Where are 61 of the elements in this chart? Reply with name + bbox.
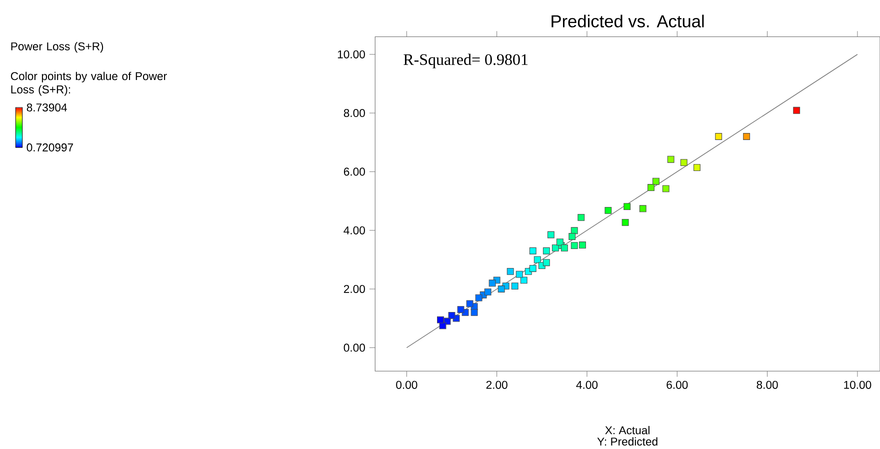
point <box>715 133 722 140</box>
color-bar-label: 8.73904 <box>26 103 67 112</box>
point <box>448 312 456 319</box>
point <box>529 264 536 272</box>
point <box>542 247 550 254</box>
point <box>457 306 464 313</box>
x-tick-label: 10.00 <box>844 380 872 389</box>
point <box>652 178 660 185</box>
point <box>498 286 505 292</box>
point <box>604 206 612 214</box>
point <box>667 156 674 163</box>
point <box>437 316 444 324</box>
point <box>466 300 474 308</box>
text: Power Loss (S+R) <box>11 42 104 53</box>
point <box>639 205 646 212</box>
point <box>488 280 496 287</box>
point <box>579 242 586 248</box>
point <box>520 276 528 284</box>
text: Y: Predicted <box>597 437 658 446</box>
point <box>542 259 550 266</box>
color-bar-label: 0.720997 <box>26 143 73 152</box>
point <box>662 185 670 192</box>
x-tick-label: 6.00 <box>666 380 688 389</box>
point <box>534 256 541 264</box>
point <box>622 218 629 226</box>
x-tick-label: 0.00 <box>396 380 418 389</box>
x-tick-label: 4.00 <box>576 380 598 389</box>
x-tick-label: 2.00 <box>486 380 508 389</box>
point <box>568 233 576 240</box>
y-tick-label: 6.00 <box>344 168 365 176</box>
y-tick-label: 2.00 <box>344 284 365 293</box>
y-tick-label: 0.00 <box>344 344 365 352</box>
y-tick-label: 8.00 <box>344 109 365 118</box>
point <box>624 203 631 210</box>
point <box>570 242 578 250</box>
x-axis-title: X: Actual <box>605 426 650 434</box>
point <box>506 268 514 275</box>
point <box>793 106 800 114</box>
annotation: R-Squared= 0.9801 <box>404 54 528 68</box>
point <box>743 133 750 140</box>
point <box>475 294 482 302</box>
point <box>484 288 492 296</box>
color-bar-title: Color points by value of Power Loss (S+R): <box>10 72 167 96</box>
point <box>439 322 446 330</box>
point <box>516 270 523 278</box>
y-tick-label: 10.00 <box>338 50 365 58</box>
point <box>570 227 578 234</box>
x-tick-label: 8.00 <box>756 380 778 389</box>
point <box>578 214 585 221</box>
point <box>560 244 568 252</box>
chart-title: Predicted vs. Actual <box>552 14 704 28</box>
point <box>547 231 554 238</box>
point <box>552 244 559 252</box>
y-tick-label: 4.00 <box>344 226 365 234</box>
point <box>648 184 654 191</box>
point <box>470 308 478 316</box>
point <box>529 247 536 254</box>
point <box>511 282 518 290</box>
point <box>694 164 700 172</box>
point <box>680 159 688 166</box>
point <box>556 238 564 246</box>
